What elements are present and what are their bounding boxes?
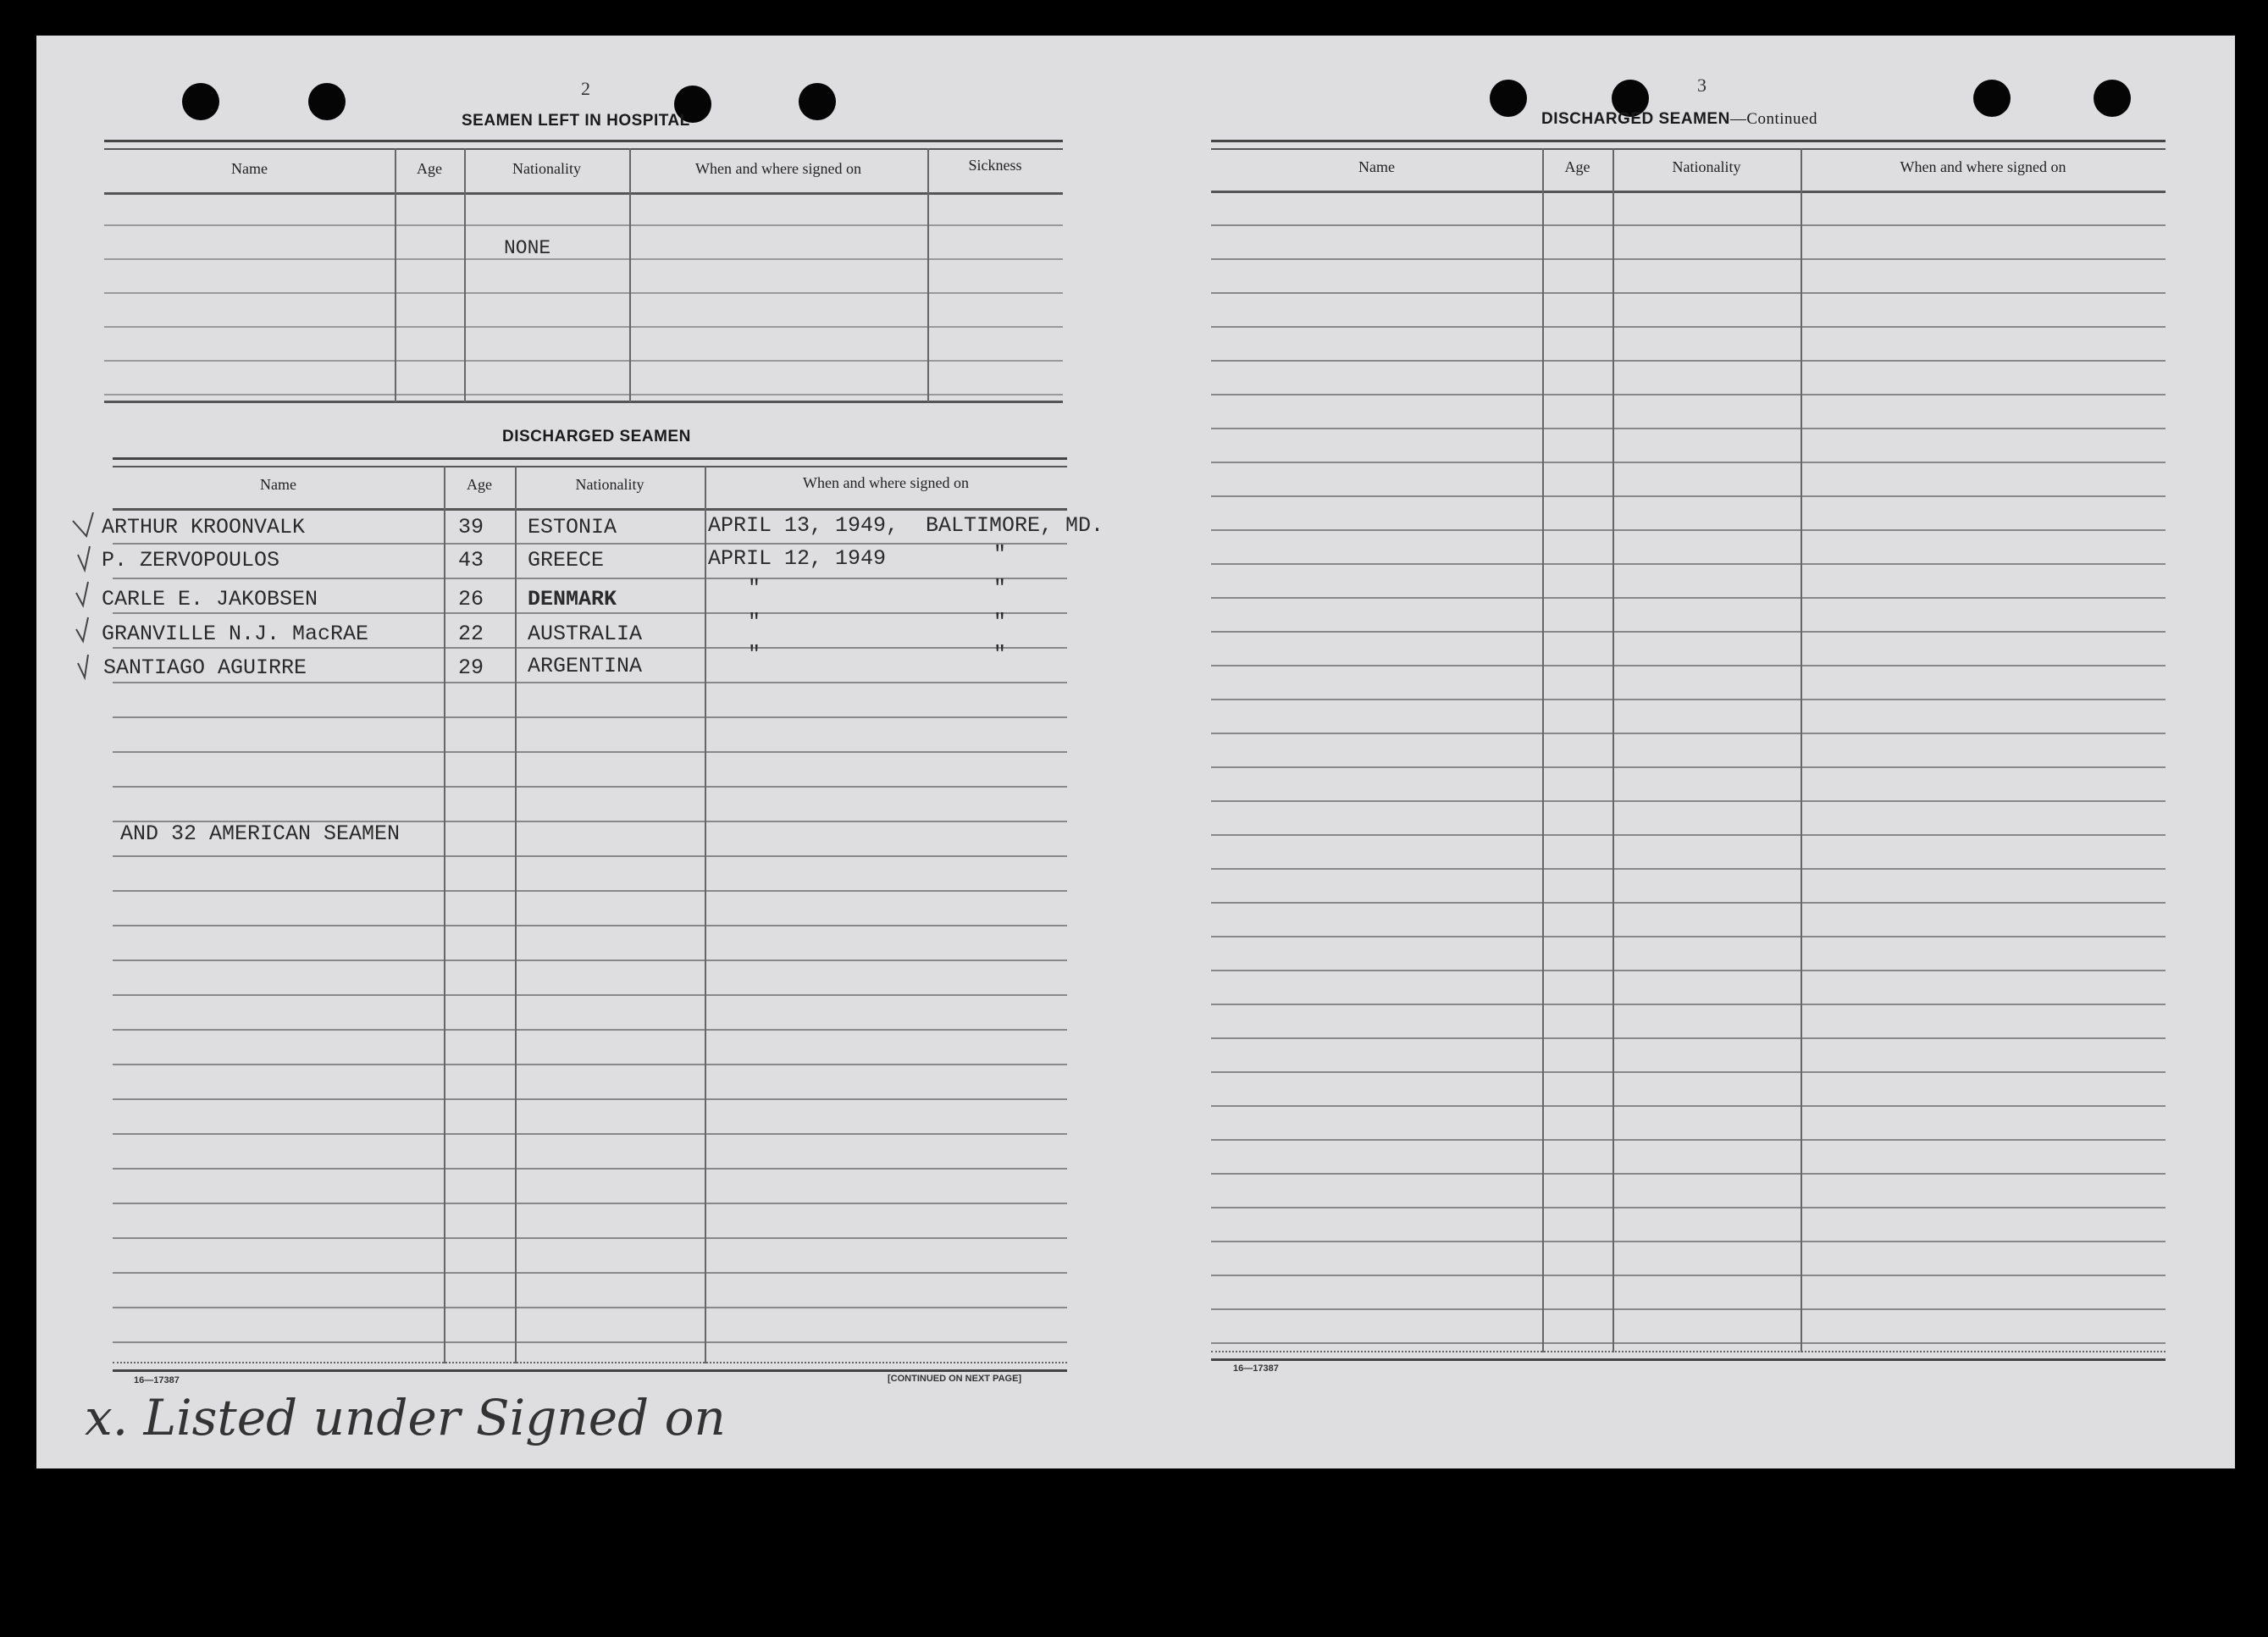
column-header-signed-on: When and where signed on (695, 160, 861, 177)
column-header-signed-on: When and where signed on (1900, 158, 2066, 175)
signed-on-date: APRIL 13, 1949, (708, 513, 899, 538)
signed-on-date: " (748, 610, 761, 634)
seaman-name: ARTHUR KROONVALK (102, 515, 306, 539)
form-number: 16—17387 (1233, 1363, 1279, 1374)
signed-on-place: " (993, 542, 1007, 567)
discharged-section-title: DISCHARGED SEAMEN (502, 428, 691, 445)
column-header-name: Name (1358, 158, 1395, 175)
punch-hole (2094, 80, 2131, 117)
signed-on-place: " (993, 576, 1007, 600)
seaman-nationality: GREECE (528, 548, 605, 572)
seaman-age: 26 (458, 587, 484, 611)
column-header-nationality: Nationality (1672, 158, 1741, 175)
seaman-age: 22 (458, 622, 484, 646)
seaman-nationality: ESTONIA (528, 515, 617, 539)
check-mark-icon (77, 545, 91, 573)
signed-on-place: " (993, 642, 1007, 666)
page-number: 3 (1697, 75, 1707, 96)
discharged-table: Name Age Nationality When and where sign… (102, 457, 1104, 1372)
check-mark-icon (75, 581, 89, 608)
punch-hole (1612, 80, 1649, 117)
column-header-sickness: Sickness (968, 157, 1022, 174)
column-header-age: Age (1564, 158, 1590, 175)
seaman-age: 43 (458, 548, 484, 572)
seaman-name: CARLE E. JAKOBSEN (102, 587, 318, 611)
column-header-name: Name (231, 160, 268, 177)
signed-on-date: " (748, 642, 761, 666)
signed-on-place: BALTIMORE, MD. (926, 513, 1104, 538)
seaman-nationality: AUSTRALIA (528, 622, 643, 646)
signed-on-date: APRIL 12, 1949 (708, 546, 887, 571)
seaman-age: 29 (458, 655, 484, 680)
punch-hole (182, 83, 219, 120)
signed-on-date: " (748, 576, 761, 600)
seaman-age: 39 (458, 515, 484, 539)
hospital-section-title: SEAMEN LEFT IN HOSPITAL (462, 112, 690, 130)
form-number: 16—17387 (134, 1375, 180, 1385)
seaman-name: GRANVILLE N.J. MacRAE (102, 622, 369, 646)
continued-note: [CONTINUED ON NEXT PAGE] (888, 1374, 1022, 1384)
seaman-name: SANTIAGO AGUIRRE (103, 655, 307, 680)
column-header-age: Age (467, 476, 492, 493)
column-header-age: Age (417, 160, 442, 177)
check-mark-icon (75, 617, 89, 644)
hospital-entry: NONE (504, 237, 551, 259)
section-title-suffix: —Continued (1729, 110, 1817, 128)
punch-hole (1973, 80, 2011, 117)
discharged-continued-table: Name Age Nationality When and where sign… (1211, 140, 2166, 1361)
seaman-name: P. ZERVOPOULOS (102, 548, 280, 572)
punch-hole (1490, 80, 1527, 117)
check-marks (72, 512, 94, 681)
punch-hole (308, 83, 346, 120)
column-header-signed-on: When and where signed on (803, 474, 969, 491)
column-header-nationality: Nationality (512, 160, 581, 177)
check-mark-icon (77, 654, 89, 681)
section-title: DISCHARGED SEAMEN (1541, 110, 1730, 128)
seaman-nationality: ARGENTINA (528, 654, 643, 678)
handwritten-note: x. Listed under Signed on (85, 1389, 726, 1446)
column-header-name: Name (260, 476, 296, 493)
page-number: 2 (581, 78, 590, 99)
check-mark-icon (72, 512, 94, 539)
american-seamen-note: AND 32 AMERICAN SEAMEN (120, 821, 401, 846)
signed-on-place: " (993, 610, 1007, 634)
punch-hole (799, 83, 836, 120)
hospital-table: Name Age Nationality When and where sign… (104, 140, 1063, 406)
punch-hole (674, 86, 711, 123)
continued-section-title: DISCHARGED SEAMEN—Continued (1541, 110, 1817, 129)
column-header-nationality: Nationality (575, 476, 644, 493)
seaman-nationality: DENMARK (528, 587, 617, 611)
